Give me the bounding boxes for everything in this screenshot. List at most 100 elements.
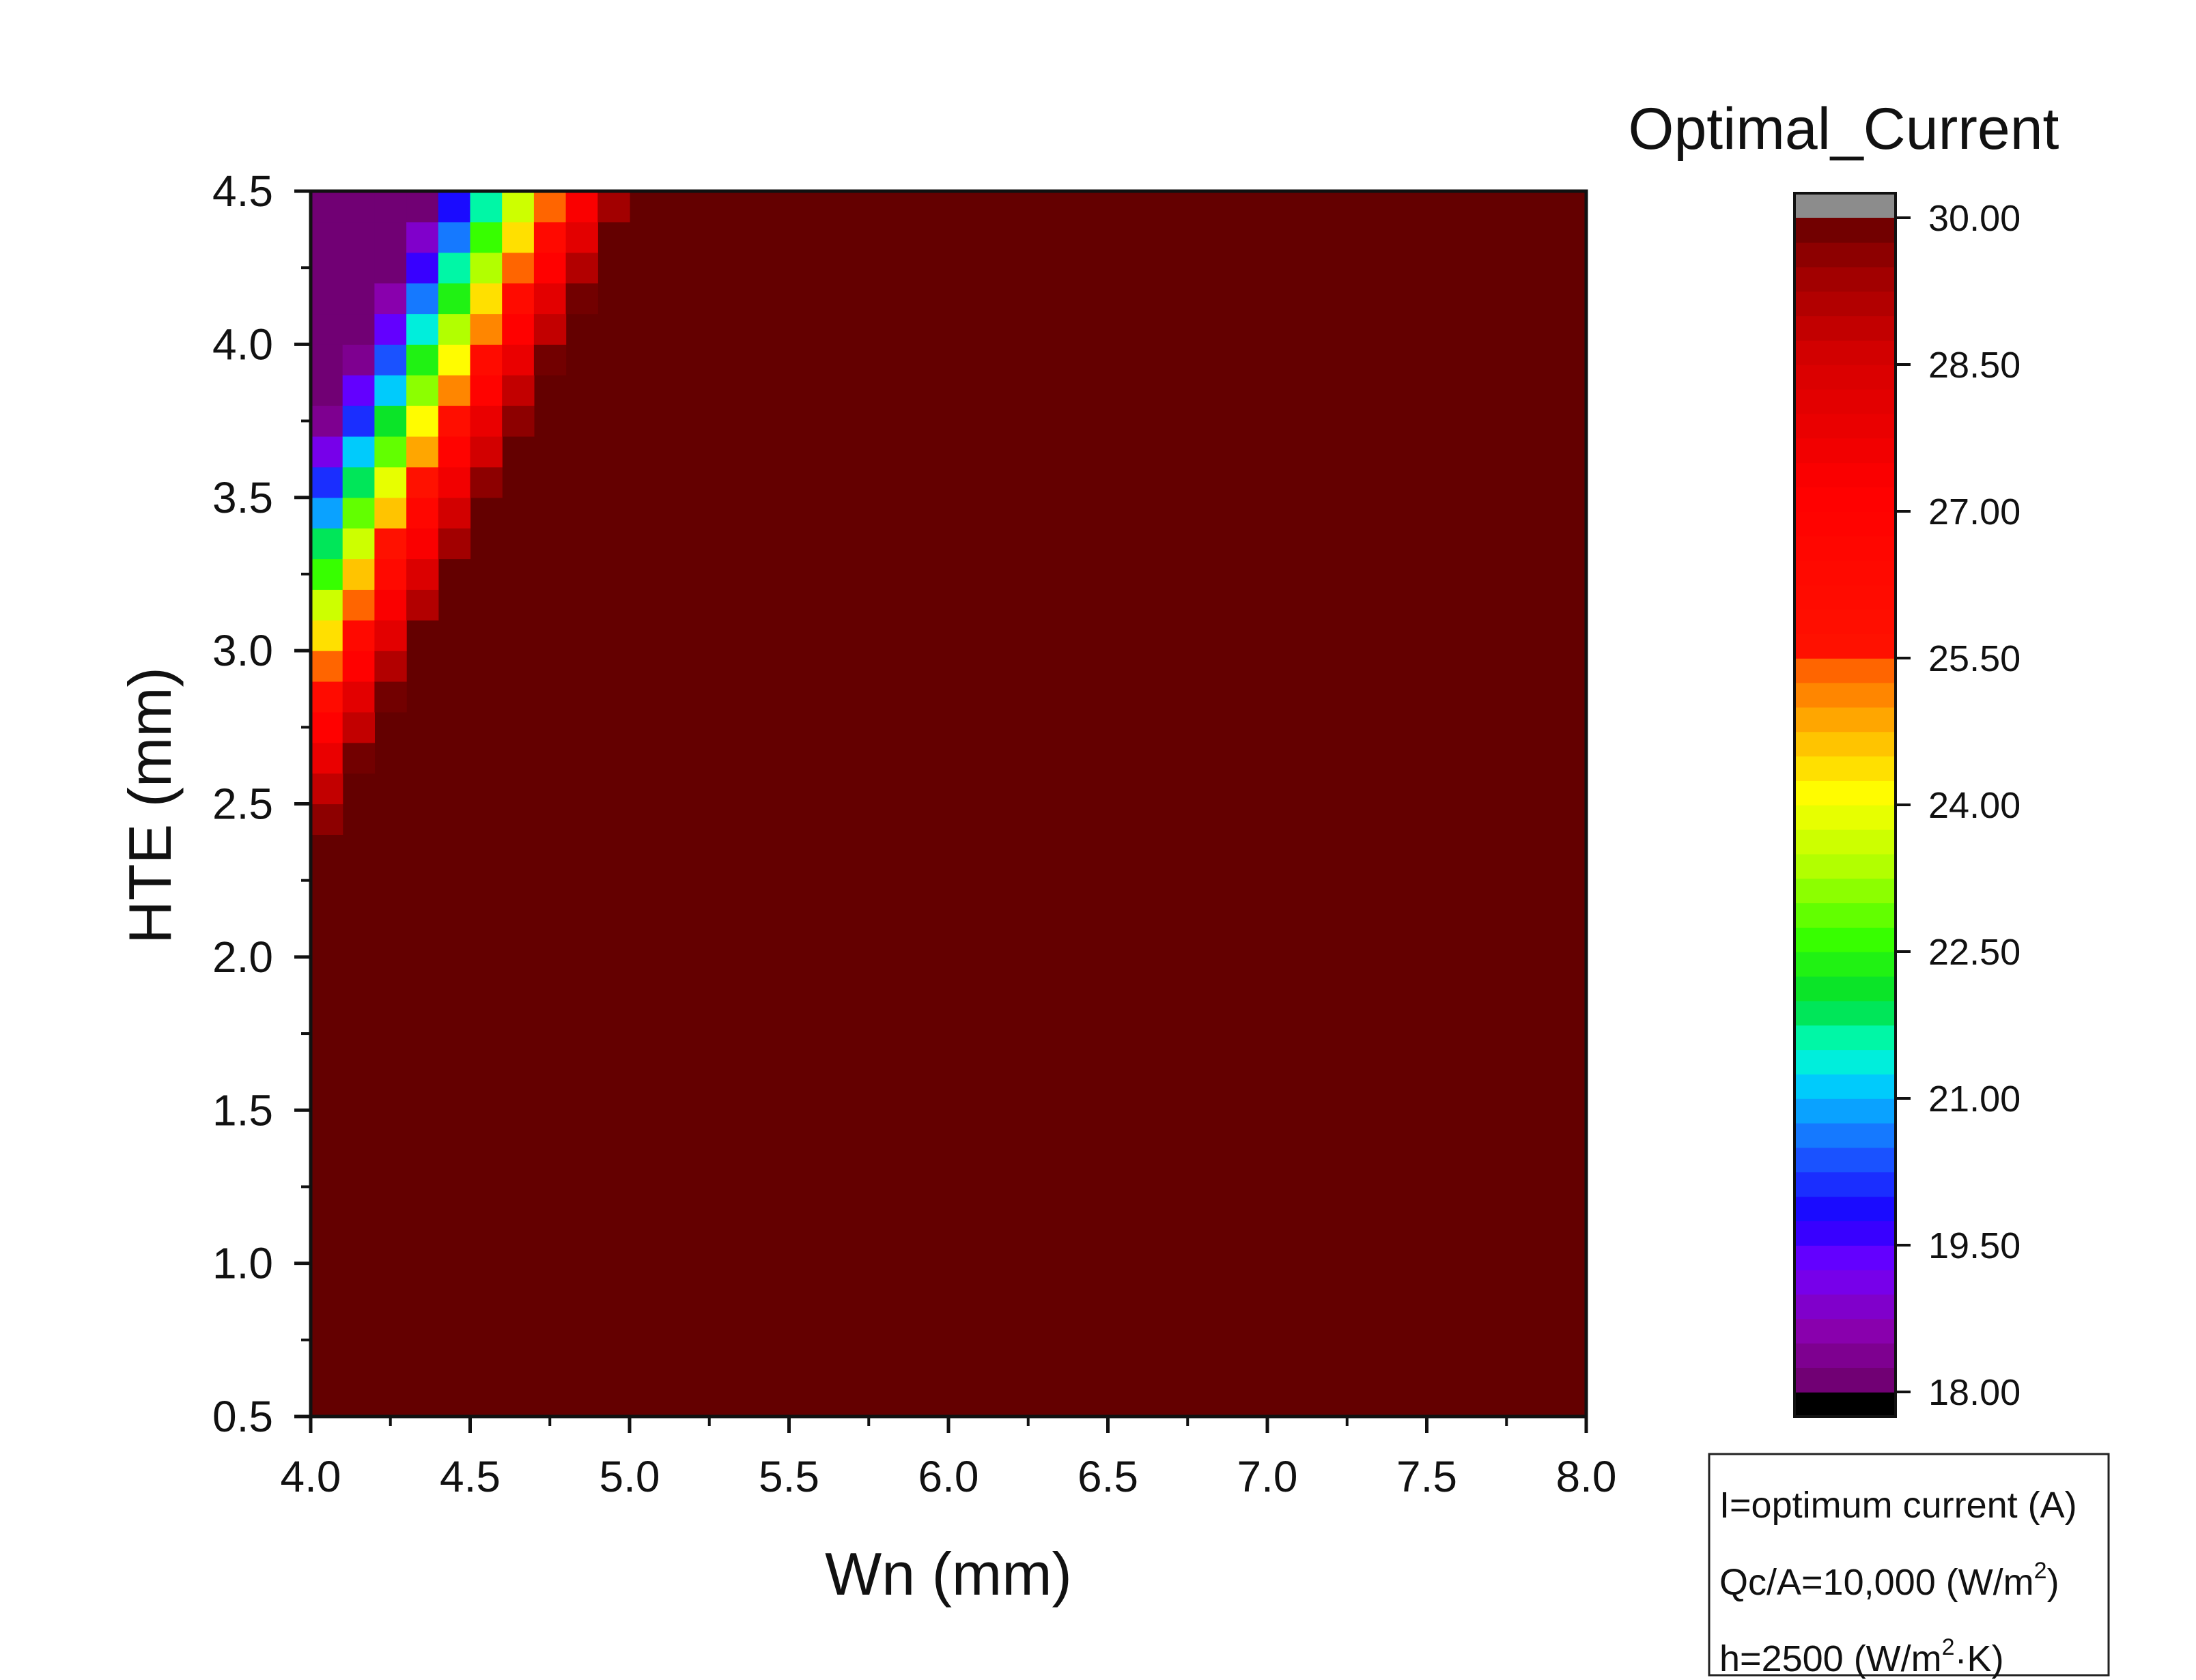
contour-cell bbox=[406, 222, 438, 253]
contour-cell bbox=[406, 528, 438, 559]
contour-cell bbox=[374, 405, 406, 436]
contour-cell bbox=[343, 712, 375, 743]
contour-cell bbox=[374, 651, 406, 681]
note-line-h-coefficient: h=2500 (W/m2·K) bbox=[1719, 1634, 2004, 1679]
contour-cell bbox=[406, 498, 438, 528]
contour-cell bbox=[438, 467, 470, 498]
contour-cell bbox=[406, 405, 438, 436]
x-tick-label: 7.0 bbox=[1237, 1452, 1298, 1501]
contour-cell bbox=[406, 253, 438, 283]
colorbar: 18.0019.5021.0022.5024.0025.5027.0028.50… bbox=[1794, 193, 2021, 1416]
colorbar-level bbox=[1794, 1221, 1896, 1246]
colorbar-level bbox=[1794, 267, 1896, 292]
contour-cell bbox=[438, 405, 470, 436]
colorbar-level bbox=[1794, 1172, 1896, 1197]
contour-cell bbox=[343, 253, 375, 283]
contour-cell bbox=[311, 222, 343, 253]
contour-cell bbox=[374, 375, 406, 405]
contour-cell bbox=[311, 283, 343, 314]
colorbar-level bbox=[1794, 976, 1896, 1001]
contour-cell bbox=[438, 436, 470, 467]
y-tick-label: 2.0 bbox=[212, 932, 273, 982]
colorbar-level bbox=[1794, 902, 1896, 928]
contour-cell bbox=[470, 467, 503, 498]
contour-cell bbox=[470, 375, 503, 405]
colorbar-level bbox=[1794, 1343, 1896, 1368]
colorbar-tick-label: 24.00 bbox=[1928, 785, 2021, 826]
contour-cell bbox=[311, 436, 343, 467]
contour-cell bbox=[343, 375, 375, 405]
colorbar-tick-label: 30.00 bbox=[1928, 198, 2021, 239]
colorbar-level bbox=[1794, 1098, 1896, 1124]
contour-cell bbox=[343, 620, 375, 651]
colorbar-level bbox=[1794, 1319, 1896, 1344]
colorbar-level bbox=[1794, 805, 1896, 830]
contour-cell bbox=[566, 253, 598, 283]
contour-cell bbox=[343, 651, 375, 681]
contour-cell bbox=[374, 344, 406, 375]
colorbar-level bbox=[1794, 315, 1896, 341]
contour-cell bbox=[406, 559, 438, 590]
contour-cell bbox=[438, 283, 470, 314]
contour-cell bbox=[534, 253, 566, 283]
contour-cell bbox=[311, 559, 343, 590]
contour-cell bbox=[438, 498, 470, 528]
contour-cell bbox=[502, 405, 534, 436]
contour-cell bbox=[406, 314, 438, 345]
colorbar-tick-label: 27.00 bbox=[1928, 492, 2021, 532]
contour-cell bbox=[406, 467, 438, 498]
contour-cell bbox=[502, 222, 534, 253]
contour-cell bbox=[311, 743, 343, 773]
colorbar-level bbox=[1794, 536, 1896, 561]
contour-cell bbox=[502, 344, 534, 375]
contour-cell bbox=[311, 467, 343, 498]
contour-cell bbox=[311, 405, 343, 436]
contour-cell bbox=[343, 191, 375, 222]
colorbar-level bbox=[1794, 1367, 1896, 1393]
x-tick-label: 8.0 bbox=[1556, 1452, 1617, 1501]
x-tick-label: 6.5 bbox=[1078, 1452, 1138, 1501]
contour-cell bbox=[470, 253, 503, 283]
contour-cell bbox=[374, 498, 406, 528]
contour-cell bbox=[566, 222, 598, 253]
colorbar-overflow-low bbox=[1794, 1392, 1896, 1416]
contour-cell bbox=[311, 528, 343, 559]
contour-cell bbox=[470, 344, 503, 375]
contour-cell bbox=[343, 528, 375, 559]
contour-cell bbox=[311, 344, 343, 375]
contour-cell bbox=[534, 283, 566, 314]
colorbar-level bbox=[1794, 633, 1896, 659]
colorbar-level bbox=[1794, 683, 1896, 708]
colorbar-tick-label: 21.00 bbox=[1928, 1079, 2021, 1120]
contour-cell bbox=[438, 528, 470, 559]
colorbar-level bbox=[1794, 1196, 1896, 1221]
contour-plot-area bbox=[311, 191, 1586, 1416]
contour-cell bbox=[311, 589, 343, 620]
contour-cell bbox=[374, 222, 406, 253]
x-tick-label: 5.5 bbox=[759, 1452, 819, 1501]
colorbar-tick-label: 28.50 bbox=[1928, 345, 2021, 386]
colorbar-tick-label: 25.50 bbox=[1928, 638, 2021, 679]
contour-cell bbox=[597, 191, 630, 222]
colorbar-level bbox=[1794, 854, 1896, 879]
y-axis: 0.5 1.0 1.5 2.0 2.5 3.0 3.5 4.0 4.5 bbox=[212, 167, 311, 1441]
contour-cell bbox=[343, 467, 375, 498]
colorbar-level bbox=[1794, 756, 1896, 781]
y-tick-label: 2.5 bbox=[212, 780, 273, 829]
contour-cell bbox=[470, 405, 503, 436]
contour-cell bbox=[343, 743, 375, 773]
contour-cell bbox=[343, 498, 375, 528]
contour-cell bbox=[374, 620, 406, 651]
contour-cell bbox=[374, 681, 406, 712]
colorbar-level bbox=[1794, 414, 1896, 439]
y-tick-label: 4.0 bbox=[212, 319, 273, 369]
y-tick-label: 3.0 bbox=[212, 626, 273, 675]
colorbar-level bbox=[1794, 927, 1896, 952]
contour-cell bbox=[534, 191, 566, 222]
contour-cell bbox=[438, 344, 470, 375]
contour-cell bbox=[374, 589, 406, 620]
contour-cell bbox=[470, 222, 503, 253]
contour-cell bbox=[566, 191, 598, 222]
contour-cell bbox=[502, 253, 534, 283]
y-tick-label: 1.5 bbox=[212, 1085, 273, 1135]
